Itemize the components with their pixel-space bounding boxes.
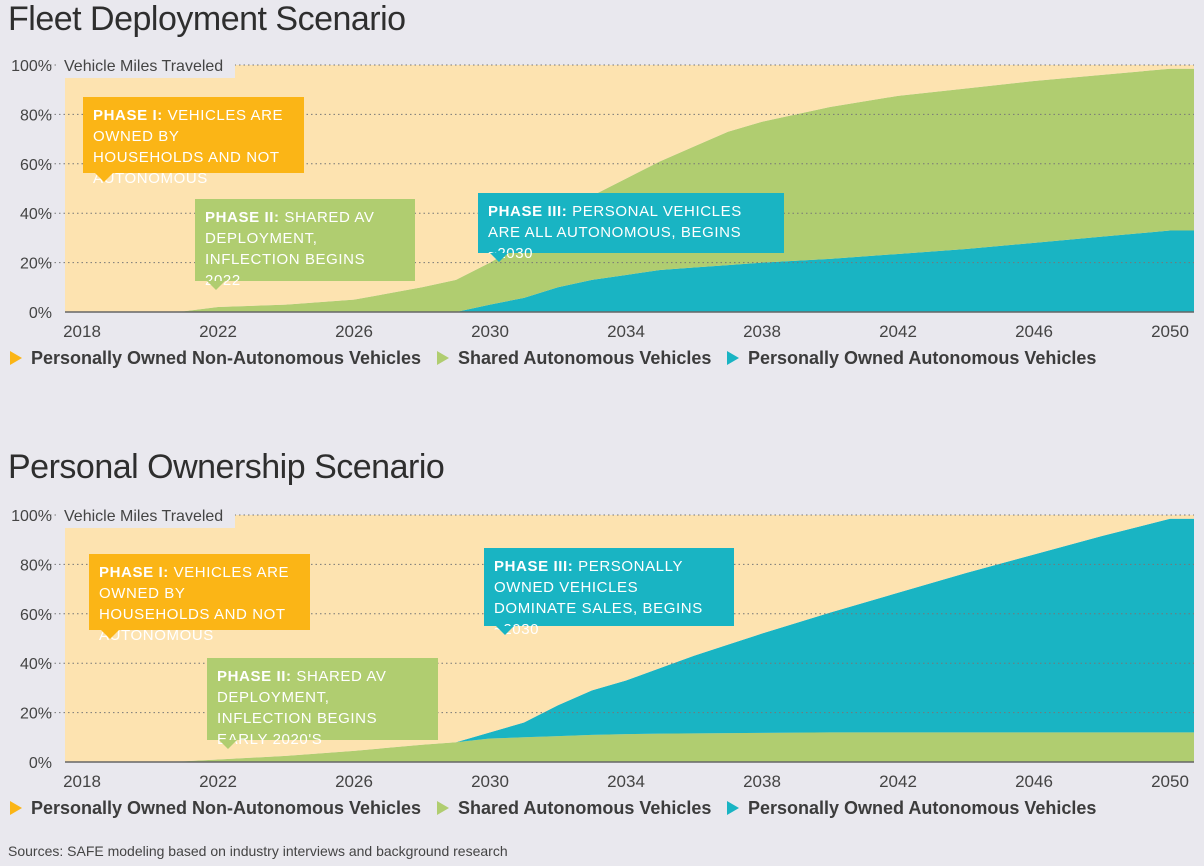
callout-pointer (95, 173, 113, 182)
x-tick-label: 2018 (63, 772, 101, 791)
y-tick-label: 80% (20, 557, 52, 574)
callout-phase-2: Phase II: Shared AV deployment, inflecti… (195, 199, 415, 290)
callout-heading: Phase III: (488, 203, 568, 220)
callout-text: Shared AV deployment, inflection begins … (205, 209, 375, 289)
legend-label: Personally Owned Non-Autonomous Vehicles (31, 348, 422, 368)
chart-title-fleet: Fleet Deployment Scenario (8, 0, 406, 38)
callout-heading: Phase I: (99, 564, 169, 581)
legend-item-personal-av: Personally Owned Autonomous Vehicles (727, 348, 1096, 369)
callout-heading: Phase I: (93, 107, 163, 124)
axis-label-background (58, 52, 235, 78)
triangle-icon (437, 351, 449, 365)
callout-heading: Phase III: (494, 558, 574, 575)
legend-label: Personally Owned Non-Autonomous Vehicles (31, 798, 422, 818)
x-tick-label: 2034 (607, 322, 645, 341)
area-personally-owned-autonomous-vehicles (65, 518, 1194, 762)
legend-label: Shared Autonomous Vehicles (458, 348, 712, 368)
x-tick-label: 2038 (743, 772, 781, 791)
triangle-icon (10, 351, 22, 365)
area-personally-owned-autonomous-vehicles (65, 230, 1194, 312)
callout-text: Shared AV deployment, inflection begins … (217, 668, 387, 748)
y-axis-label: Vehicle Miles Traveled (64, 508, 223, 525)
x-tick-label: 2022 (199, 772, 237, 791)
x-tick-label: 2038 (743, 322, 781, 341)
y-tick-label: 60% (20, 607, 52, 624)
y-tick-label: 40% (20, 206, 52, 223)
x-tick-label: 2026 (335, 772, 373, 791)
y-tick-label: 80% (20, 107, 52, 124)
x-tick-label: 2022 (199, 322, 237, 341)
legend-label: Personally Owned Autonomous Vehicles (748, 798, 1097, 818)
y-tick-label: 0% (29, 305, 52, 322)
callout-pointer (496, 626, 514, 635)
x-tick-label: 2034 (607, 772, 645, 791)
callout-phase-1: Phase I: Vehicles are owned by household… (89, 554, 310, 644)
callout-phase-3: Phase III: Personal vehicles are all aut… (478, 193, 784, 262)
y-tick-label: 100% (11, 58, 52, 75)
legend-item-personal-av: Personally Owned Autonomous Vehicles (727, 798, 1096, 819)
callout-pointer (490, 253, 508, 262)
x-tick-label: 2030 (471, 322, 509, 341)
legend-label: Personally Owned Autonomous Vehicles (748, 348, 1097, 368)
source-note: Sources: SAFE modeling based on industry… (8, 843, 508, 859)
y-tick-label: 100% (11, 508, 52, 525)
triangle-icon (10, 801, 22, 815)
callout-text: Vehicles are owned by households and not… (93, 107, 284, 187)
callout-pointer (207, 281, 225, 290)
callout-heading: Phase II: (205, 209, 280, 226)
callout-pointer (219, 740, 237, 749)
area-shared-autonomous-vehicles (65, 68, 1194, 312)
y-tick-label: 60% (20, 157, 52, 174)
x-tick-label: 2030 (471, 772, 509, 791)
y-axis-label: Vehicle Miles Traveled (64, 58, 223, 75)
triangle-icon (437, 801, 449, 815)
callout-phase-3: Phase III: Personally owned vehicles dom… (484, 548, 734, 638)
legend-label: Shared Autonomous Vehicles (458, 798, 712, 818)
x-tick-label: 2050 (1151, 772, 1189, 791)
callout-text: Vehicles are owned by households and not… (99, 564, 290, 644)
x-tick-label: 2042 (879, 772, 917, 791)
chart-title-personal: Personal Ownership Scenario (8, 448, 445, 486)
y-tick-label: 20% (20, 256, 52, 273)
callout-pointer (101, 630, 119, 639)
axis-label-background (58, 502, 235, 528)
x-tick-label: 2042 (879, 322, 917, 341)
x-tick-label: 2018 (63, 322, 101, 341)
area-shared-autonomous-vehicles (65, 732, 1194, 762)
y-tick-label: 40% (20, 656, 52, 673)
triangle-icon (727, 351, 739, 365)
x-tick-label: 2026 (335, 322, 373, 341)
callout-text: Personally owned vehicles dominate sales… (494, 558, 703, 638)
callout-heading: Phase II: (217, 668, 292, 685)
x-tick-label: 2050 (1151, 322, 1189, 341)
callout-phase-2: Phase II: Shared AV deployment, inflecti… (207, 658, 438, 749)
y-tick-label: 20% (20, 706, 52, 723)
x-tick-label: 2046 (1015, 772, 1053, 791)
legend-item-non-autonomous: Personally Owned Non-Autonomous Vehicles (10, 798, 421, 819)
y-tick-label: 0% (29, 755, 52, 772)
legend-item-shared: Shared Autonomous Vehicles (437, 348, 711, 369)
legend-item-non-autonomous: Personally Owned Non-Autonomous Vehicles (10, 348, 421, 369)
legend-item-shared: Shared Autonomous Vehicles (437, 798, 711, 819)
x-tick-label: 2046 (1015, 322, 1053, 341)
triangle-icon (727, 801, 739, 815)
callout-phase-1: Phase I: Vehicles are owned by household… (83, 97, 304, 187)
